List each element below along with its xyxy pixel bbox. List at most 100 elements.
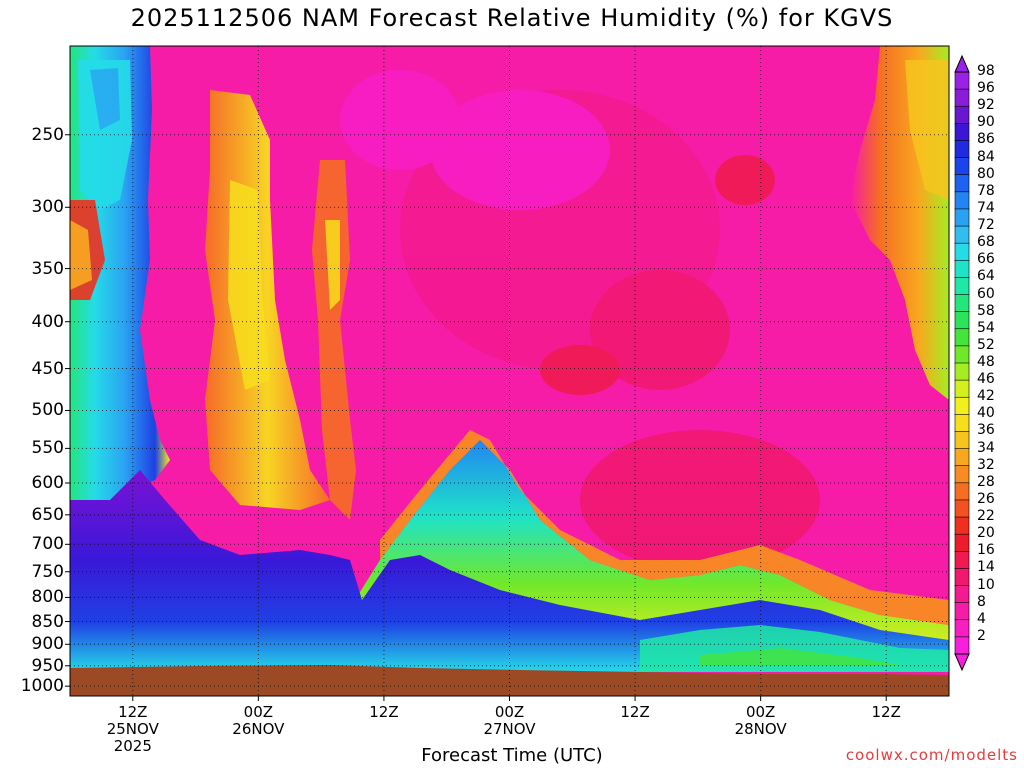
colorbar-label: 90 [977,114,995,131]
colorbar-swatch [954,277,970,296]
y-tick-label: 800 [31,587,64,608]
y-tick-label: 750 [31,561,64,582]
y-tick-label: 500 [31,400,64,421]
x-tick-date: 25NOV [106,720,159,738]
x-tick-time: 12Z [620,703,650,721]
x-tick-label: 12Z [369,704,398,721]
axis-ticks [65,134,887,701]
colorbar-swatch [954,123,970,142]
colorbar-swatch [954,602,970,621]
chart-title: 2025112506 NAM Forecast Relative Humidit… [130,4,894,32]
colorbar [954,54,970,672]
x-tick-label: 00Z 26NOV [232,704,284,738]
colorbar-swatch [954,414,970,433]
colorbar-swatch [954,259,970,279]
x-tick-label: 12Z [872,704,901,721]
colorbar-label: 36 [977,422,995,439]
x-tick-label: 00Z 27NOV [483,704,535,738]
colorbar-label: 46 [977,371,995,388]
moist-plume-2 [312,160,356,520]
x-tick-time: 00Z [494,703,525,721]
dry-field [340,70,820,570]
colorbar-label: 96 [977,80,995,97]
colorbar-label: 60 [977,285,995,302]
colorbar-swatch [954,448,970,467]
x-tick-date: 27NOV [483,720,536,738]
colorbar-label: 26 [977,490,995,507]
colorbar-swatch [954,71,970,90]
colorbar-swatch [954,345,970,364]
colorbar-label: 16 [977,542,995,559]
colorbar-swatch [954,636,970,655]
colorbar-label: 84 [977,148,995,165]
moist-plume-right-core [905,60,949,200]
colorbar-swatch [954,105,970,125]
colorbar-swatch [954,550,970,570]
y-tick-label: 700 [31,534,64,555]
colorbar-label: 8 [977,593,986,610]
early-column-edge2 [70,220,92,290]
x-tick-year: 2025 [113,737,152,755]
y-tick-label: 950 [31,655,64,676]
colorbar-label: 42 [977,388,995,405]
colorbar-label: 32 [977,456,995,473]
colorbar-label: 52 [977,336,995,353]
y-tick-label: 250 [31,124,64,145]
x-tick-time: 00Z [243,703,274,721]
colorbar-swatch [954,499,970,518]
colorbar-label: 68 [977,234,995,251]
colorbar-label: 58 [977,302,995,319]
colorbar-swatch [954,585,970,604]
y-tick-label: 550 [31,438,64,459]
colorbar-swatch [954,157,970,176]
colorbar-label: 54 [977,319,995,336]
colorbar-label: 86 [977,131,995,148]
colorbar-label: 64 [977,268,995,285]
colorbar-label: 98 [977,63,995,79]
credit-link[interactable]: coolwx.com/modelts [845,746,1018,764]
colorbar-swatch [954,242,970,262]
colorbar-swatch [954,619,970,638]
colorbar-label: 28 [977,473,995,490]
y-tick-label: 1000 [20,676,64,697]
y-tick-label: 850 [31,611,64,632]
early-column-inner [90,68,120,130]
colorbar-label: 22 [977,508,995,525]
colorbar-label: 78 [977,182,995,199]
x-tick-date: 28NOV [734,720,787,738]
colorbar-swatch [954,396,970,416]
colorbar-label: 14 [977,559,995,576]
colorbar-swatch [954,140,970,159]
colorbar-swatch [954,208,970,227]
colorbar-swatch [954,465,970,484]
ground [70,665,949,696]
x-tick-label: 00Z 28NOV [735,704,787,738]
x-tick-date: 26NOV [232,720,285,738]
y-tick-label: 900 [31,634,64,655]
y-tick-label: 650 [31,504,64,525]
moist-ramp-orange [380,430,949,625]
colorbar-label: 4 [977,610,986,627]
x-tick-time: 12Z [118,703,148,721]
colorbar-swatch [954,225,970,244]
y-tick-label: 400 [31,311,64,332]
colorbar-swatch [954,482,970,501]
colorbar-bottom-arrow [954,653,970,672]
colorbar-label: 40 [977,405,995,422]
colorbar-label: 10 [977,576,995,593]
colorbar-label: 20 [977,525,995,542]
x-tick-time: 12Z [369,703,399,721]
x-tick-label: 12Z [620,704,649,721]
colorbar-label: 72 [977,217,995,234]
colorbar-swatch [954,294,970,313]
colorbar-swatch [954,174,970,193]
colorbar-label: 66 [977,251,995,268]
y-tick-label: 350 [31,258,64,279]
y-tick-label: 450 [31,358,64,379]
x-tick-label: 12Z 25NOV 2025 [107,704,159,755]
x-tick-time: 00Z [745,703,776,721]
colorbar-label: 2 [977,627,986,644]
x-tick-time: 12Z [871,703,901,721]
